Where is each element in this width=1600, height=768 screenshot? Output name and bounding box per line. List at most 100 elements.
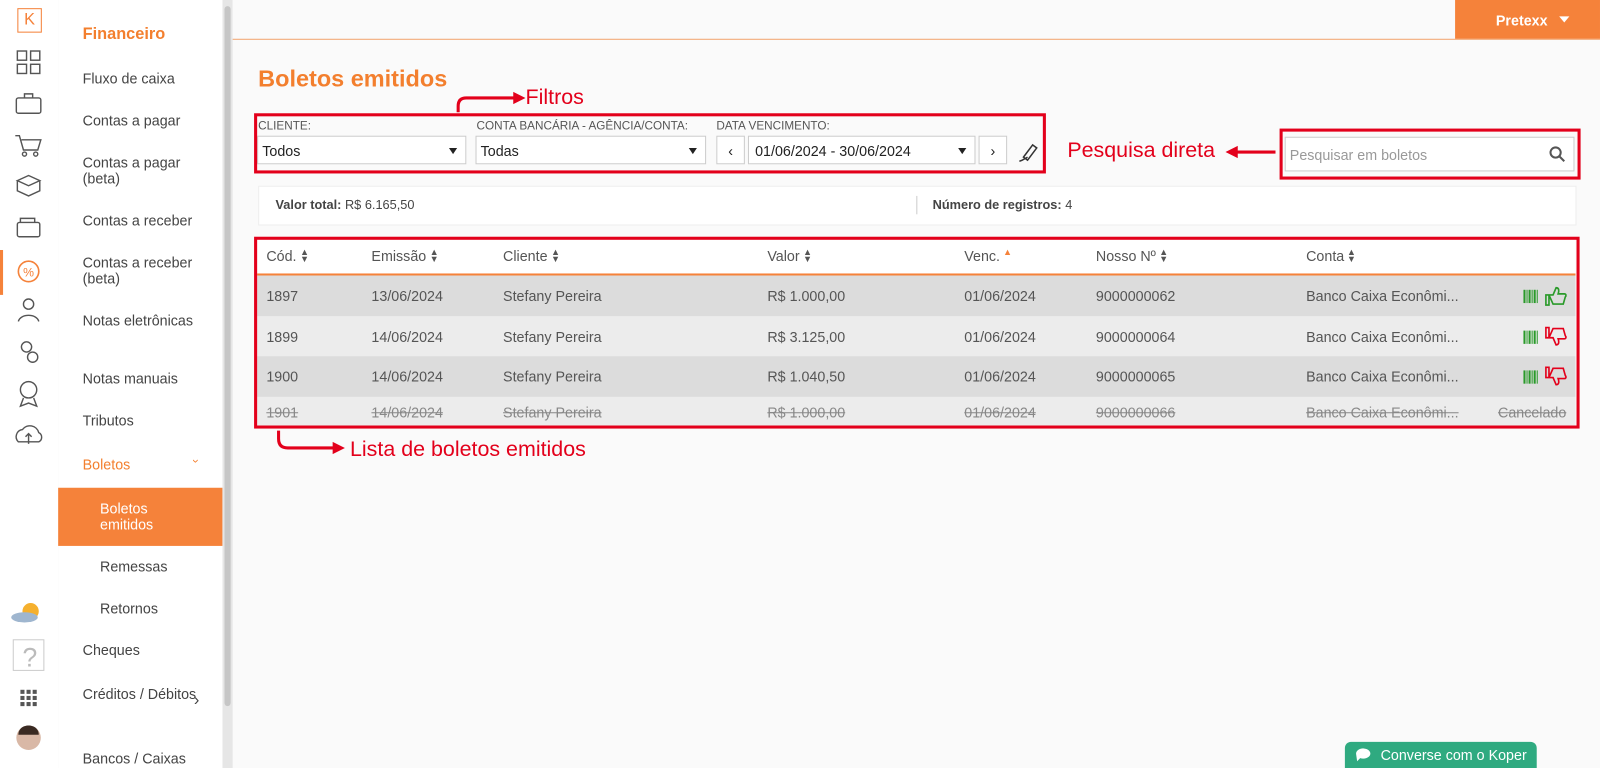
icon[interactable] — [16, 221, 41, 238]
table-cell: Banco Caixa Econômi... — [1306, 328, 1459, 345]
column-header[interactable]: Nosso Nº — [1095, 247, 1156, 265]
table-row[interactable]: 1899 14/06/2024 Stefany Pereira R$ 3.125,00… — [257, 316, 1576, 357]
summary-value: 4 — [1065, 197, 1073, 213]
select-value: 01/06/2024 - 30/06/2024 — [755, 142, 911, 160]
search-input[interactable]: Pesquisar em boletos — [1284, 136, 1575, 172]
column-header[interactable]: Emissão — [371, 247, 427, 265]
column-header[interactable]: Conta — [1306, 247, 1345, 265]
prev-button[interactable]: ‹ — [716, 135, 745, 165]
submenu-item[interactable]: Boletos emitidos — [99, 499, 154, 533]
svg-text:?: ? — [22, 642, 37, 672]
submenu-item[interactable]: Retornos — [99, 599, 158, 617]
sort-icon[interactable]: ▲ ▼ — [803, 246, 813, 265]
filter-label: CONTA BANCÁRIA - AGÊNCIA/CONTA: — [476, 120, 689, 133]
table-cell: 01/06/2024 — [964, 287, 1036, 305]
table-cell: 1900 — [266, 368, 299, 385]
icon[interactable] — [15, 174, 42, 197]
icon[interactable] — [22, 298, 35, 310]
summary-label: Número de registros: — [932, 197, 1062, 213]
annotation-text: Lista de boletos emitidos — [349, 437, 586, 462]
annotation-text: Filtros — [525, 85, 584, 110]
client-select[interactable]: Todos — [257, 135, 467, 165]
search-icon[interactable] — [1549, 146, 1565, 162]
sort-icon[interactable]: ▲ ▼ — [1346, 246, 1357, 265]
icon-active[interactable] — [17, 260, 40, 283]
menu-title: Financeiro — [82, 25, 166, 43]
menu-item[interactable]: Contas a receber — [82, 212, 193, 229]
table-cell: Stefany Pereira — [503, 368, 602, 385]
column-header[interactable]: Cód. — [266, 247, 297, 265]
row-actions — [1522, 286, 1569, 306]
table-cell: R$ 1.040,50 — [767, 368, 846, 385]
table-cell: Stefany Pereira — [503, 404, 602, 421]
scrollbar[interactable] — [222, 0, 233, 768]
date-range[interactable]: 01/06/2024 - 30/06/2024 — [747, 135, 976, 165]
sort-icon[interactable]: ▲ ▼ — [1159, 246, 1169, 265]
menu-item[interactable]: Tributos — [82, 412, 134, 429]
icon[interactable] — [15, 134, 42, 151]
menu-item[interactable]: Fluxo de caixa — [82, 70, 175, 87]
table-cell: R$ 3.125,00 — [767, 328, 846, 345]
chat-button[interactable]: Converse com o Koper — [1344, 741, 1537, 768]
filter-label: DATA VENCIMENTO: — [716, 120, 830, 133]
annotation-text: Pesquisa direta — [1067, 138, 1216, 163]
table-row[interactable]: 1897 13/06/2024 Stefany Pereira R$ 1.000,00… — [257, 275, 1576, 317]
logo[interactable]: K — [17, 8, 42, 33]
icon[interactable] — [19, 380, 38, 399]
menu-item[interactable]: Cheques — [82, 641, 140, 659]
submenu-item[interactable]: Remessas — [99, 558, 168, 575]
sort-icon[interactable]: ▲ ▼ — [299, 246, 310, 265]
menu-item[interactable]: Bancos / Caixas — [82, 749, 186, 767]
next-button[interactable]: › — [978, 135, 1008, 165]
table-row[interactable]: 1901 14/06/2024 Stefany Pereira R$ 1.000,00… — [257, 396, 1576, 427]
bottom-icons: ? — [11, 603, 45, 750]
page-title: Boletos emitidos — [258, 65, 448, 92]
menu-item[interactable]: Notas manuais — [82, 370, 178, 387]
table-cell: 01/06/2024 — [964, 368, 1036, 385]
menu-item[interactable]: Créditos / Débitos — [82, 685, 197, 703]
table-cell: 1897 — [266, 287, 299, 305]
table: Cód. ▲ ▼ Emissão ▲ ▼ Cliente ▲ ▼ Valor ▲ ▼ Venc. ▲ Nos… — [257, 238, 1576, 427]
menu-item[interactable]: Contas a receber (beta) — [82, 254, 193, 287]
filter-label: CLIENTE: — [258, 120, 311, 133]
table-cell: Stefany Pereira — [503, 287, 602, 305]
summary-value: R$ 6.165,50 — [344, 197, 415, 213]
status-label: Cancelado — [1498, 404, 1567, 421]
menu-item[interactable]: Notas eletrônicas — [82, 312, 194, 329]
action-icons[interactable] — [1522, 326, 1569, 347]
select-value: Todos — [262, 142, 301, 160]
menu-item[interactable]: Contas a pagar — [82, 112, 181, 129]
user-caret — [1559, 16, 1570, 23]
menu-chevron: › — [188, 459, 204, 464]
icon[interactable] — [15, 425, 43, 444]
account-select[interactable]: Todas — [475, 135, 707, 165]
chat-label: Converse com o Koper — [1380, 746, 1527, 764]
table-row[interactable]: 1900 14/06/2024 Stefany Pereira R$ 1.040,50… — [257, 356, 1576, 397]
column-header[interactable]: Valor — [767, 247, 800, 265]
menu-item[interactable]: Contas a pagar (beta) — [82, 154, 181, 187]
column-header[interactable]: Venc. — [964, 247, 1001, 265]
icon[interactable] — [16, 50, 28, 61]
icon[interactable] — [20, 341, 33, 353]
column-header[interactable]: Cliente — [503, 247, 548, 265]
summary-label: Valor total: — [275, 197, 342, 213]
svg-text:%: % — [23, 266, 34, 280]
menu-item[interactable]: Boletos — [82, 456, 131, 473]
table-cell: 1901 — [266, 404, 299, 421]
icon[interactable] — [15, 97, 42, 114]
row-actions — [1522, 326, 1569, 347]
sort-icon[interactable]: ▲ ▼ — [429, 246, 439, 265]
user-menu[interactable]: Pretexx — [1455, 0, 1600, 39]
annotation-box — [1279, 128, 1581, 180]
action-icons[interactable] — [1522, 366, 1569, 386]
sort-icon[interactable]: ▲ — [1003, 246, 1013, 258]
apps-icon[interactable] — [20, 689, 37, 707]
clear-filters[interactable] — [1015, 137, 1042, 164]
top-bar: Pretexx — [232, 0, 1600, 40]
action-icons[interactable] — [1522, 286, 1569, 306]
help-icon[interactable] — [12, 639, 45, 671]
search-placeholder: Pesquisar em boletos — [1289, 146, 1428, 164]
sidebar: Financeiro Fluxo de caixa Contas a pagar C… — [58, 0, 223, 768]
sort-icon[interactable]: ▲ ▼ — [551, 246, 561, 265]
